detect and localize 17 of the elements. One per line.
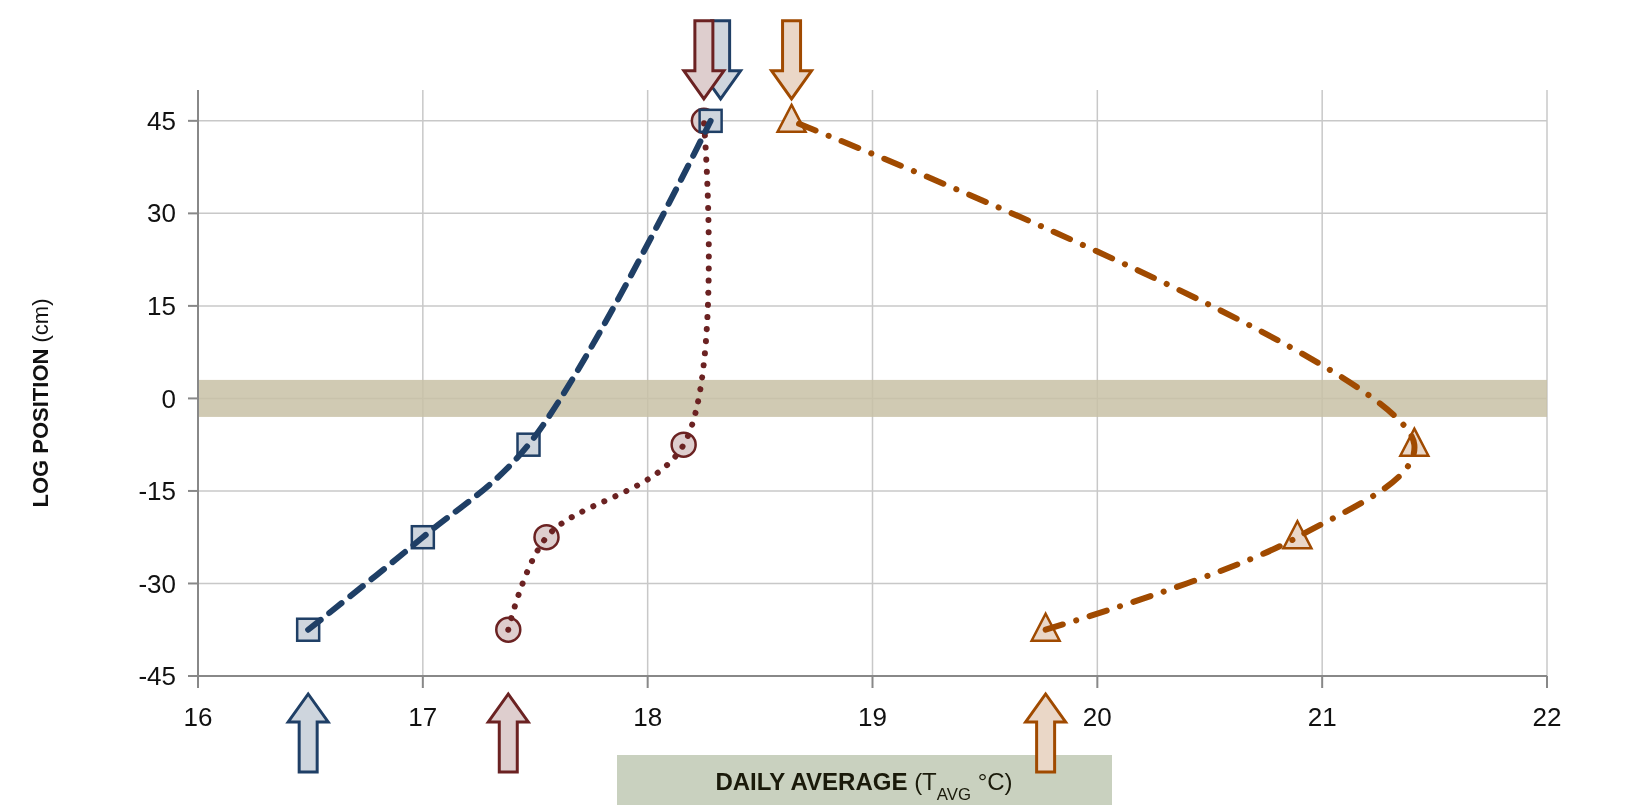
y-tick-label: -15 xyxy=(138,476,176,507)
point xyxy=(495,616,522,643)
x-tick-label: 17 xyxy=(408,702,438,732)
y-tick-label: 0 xyxy=(161,383,176,414)
x-tick-label: 20 xyxy=(1082,702,1112,732)
x-axis-title: DAILY AVERAGE (T$_{AVG}$ °C) xyxy=(715,768,1013,804)
y-axis-title: LOG POSITION (cm) xyxy=(28,298,53,508)
x-tick-label: 18 xyxy=(633,702,663,732)
y-tick-label: -30 xyxy=(138,568,176,599)
y-tick-label: -45 xyxy=(138,661,176,692)
y-tick-label: 30 xyxy=(147,198,176,229)
x-tick-label: 22 xyxy=(1532,702,1562,732)
y-tick-label: 15 xyxy=(147,290,176,321)
x-tick-label: 21 xyxy=(1307,702,1337,732)
x-tick-label: 19 xyxy=(858,702,887,732)
y-tick-label: 45 xyxy=(147,105,176,136)
x-tick-label: 16 xyxy=(183,702,213,732)
